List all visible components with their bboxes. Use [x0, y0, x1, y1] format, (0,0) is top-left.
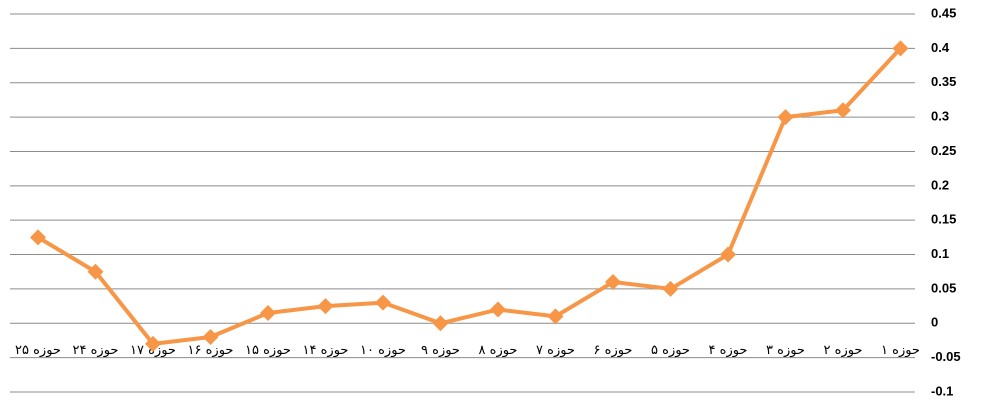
y-tick-label: 0.35 [931, 74, 956, 89]
marker [260, 304, 276, 321]
marker [202, 329, 219, 346]
y-tick-label: 0.15 [931, 212, 956, 227]
x-tick-label: حوزه ۲۴ [73, 343, 119, 358]
x-tick-label: حوزه ۱۵ [245, 343, 291, 358]
x-tick-label: حوزه ۱۶ [188, 343, 234, 358]
marker [605, 274, 621, 291]
marker [432, 315, 449, 332]
x-tick-label: حوزه ۱ [881, 343, 920, 358]
marker [375, 294, 391, 311]
y-tick-label: 0.25 [931, 143, 956, 158]
x-tick-label: حوزه ۹ [421, 343, 460, 358]
y-tick-label: -0.05 [931, 349, 961, 364]
x-tick-label: حوزه ۶ [594, 343, 633, 358]
x-tick-label: حوزه ۲ [824, 343, 863, 358]
marker [547, 308, 564, 325]
x-tick-label: حوزه ۱۰ [360, 343, 406, 358]
marker [777, 109, 794, 126]
y-tick-label: 0.45 [931, 5, 956, 20]
marker [30, 229, 46, 246]
marker [835, 102, 851, 119]
marker [720, 246, 736, 263]
marker [892, 40, 909, 57]
y-tick-label: 0.4 [931, 40, 950, 55]
y-tick-label: -0.1 [931, 383, 953, 398]
series-line [36, 47, 902, 346]
y-tick-label: 0.1 [931, 246, 949, 261]
y-tick-label: 0.05 [931, 280, 956, 295]
x-tick-label: حوزه ۲۵ [15, 343, 61, 358]
y-tick-label: 0.3 [931, 109, 949, 124]
marker [490, 301, 506, 318]
x-tick-label: حوزه ۴ [709, 343, 748, 358]
x-tick-label: حوزه ۸ [479, 343, 518, 358]
x-tick-label: حوزه ۳ [766, 343, 805, 358]
marker [662, 280, 679, 297]
y-tick-label: 0.2 [931, 177, 949, 192]
x-tick-label: حوزه ۵ [651, 343, 690, 358]
x-tick-label: حوزه ۷ [536, 343, 575, 358]
marker [87, 263, 104, 280]
x-tick-label: حوزه ۱۴ [303, 343, 349, 358]
marker [145, 335, 161, 352]
y-tick-label: 0 [931, 315, 938, 330]
marker [317, 298, 334, 315]
